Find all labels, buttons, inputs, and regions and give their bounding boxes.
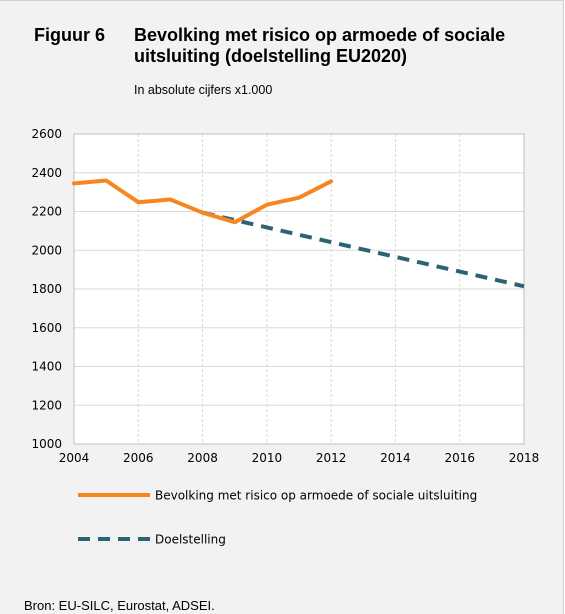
y-tick-label: 1200 bbox=[31, 398, 62, 412]
x-tick-label: 2008 bbox=[187, 451, 218, 465]
y-tick-label: 1600 bbox=[31, 321, 62, 335]
axes: 1000 1200 1400 1600 1800 2000 2200 2400 2600 2004… bbox=[31, 127, 539, 465]
y-tick-label: 1800 bbox=[31, 282, 62, 296]
y-tick-label: 2000 bbox=[31, 243, 62, 257]
x-tick-label: 2016 bbox=[444, 451, 475, 465]
figure-label: Figuur 6 bbox=[34, 25, 105, 45]
chart-subtitle: In absolute cijfers x1.000 bbox=[134, 83, 273, 97]
legend-label: Doelstelling bbox=[155, 533, 226, 547]
plot-border bbox=[73, 133, 525, 445]
source-note: Bron: EU-SILC, Eurostat, ADSEI. bbox=[24, 598, 215, 613]
x-tick-label: 2010 bbox=[252, 451, 283, 465]
x-tick-label: 2018 bbox=[509, 451, 540, 465]
y-tick-label: 2600 bbox=[31, 127, 62, 141]
y-tick-label: 2400 bbox=[31, 166, 62, 180]
legend-label: Bevolking met risico op armoede of socia… bbox=[155, 489, 477, 503]
y-tick-label: 1000 bbox=[31, 437, 62, 451]
series-line-risico bbox=[72, 178, 334, 225]
series-line-doelstelling bbox=[202, 210, 525, 289]
legend: Bevolking met risico op armoede of socia… bbox=[78, 489, 477, 547]
line-chart: 1000 1200 1400 1600 1800 2000 2200 2400 2600 2004… bbox=[31, 127, 539, 547]
chart-title: Bevolking met risico op armoede of socia… bbox=[134, 25, 506, 66]
series-lines bbox=[72, 178, 525, 289]
x-tick-label: 2004 bbox=[59, 451, 90, 465]
x-tick-label: 2012 bbox=[316, 451, 347, 465]
x-tick-label: 2014 bbox=[380, 451, 411, 465]
x-tick-label: 2006 bbox=[123, 451, 154, 465]
y-tick-label: 1400 bbox=[31, 360, 62, 374]
y-tick-label: 2200 bbox=[31, 205, 62, 219]
